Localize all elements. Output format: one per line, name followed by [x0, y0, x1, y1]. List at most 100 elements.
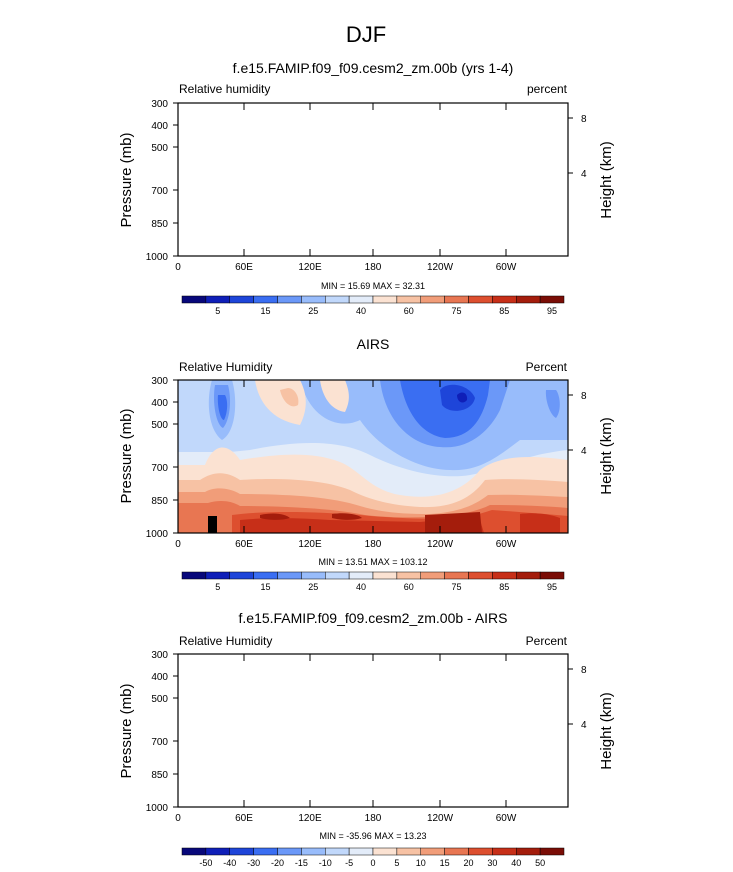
- plot-frame: [177, 102, 569, 257]
- colorbar-swatch: [492, 571, 517, 580]
- panel-3: f.e15.FAMIP.f09_f09.cesm2_zm.00b - AIRS …: [118, 610, 615, 868]
- x-tick-label: 120W: [427, 539, 454, 550]
- colorbar-swatch: [539, 571, 565, 580]
- colorbar-swatch: [181, 295, 207, 304]
- x-tick-label: 0: [175, 813, 181, 824]
- colorbar-swatch: [229, 571, 254, 580]
- colorbar-label: 95: [547, 306, 557, 316]
- colorbar-swatch: [372, 571, 398, 580]
- y-axis-label: Pressure (mb): [118, 408, 135, 503]
- left-label: Relative Humidity: [179, 634, 272, 648]
- right-label: Percent: [526, 634, 568, 648]
- y-tick-label: 400: [151, 672, 168, 683]
- colorbar-label: 40: [511, 858, 521, 868]
- colorbar-label: 5: [394, 858, 399, 868]
- y-tick-label: 700: [151, 737, 168, 748]
- colorbar-swatch: [348, 847, 374, 856]
- colorbar-label: 75: [452, 306, 462, 316]
- colorbar-label: 50: [535, 858, 545, 868]
- panel-1: f.e15.FAMIP.f09_f09.cesm2_zm.00b (yrs 1-…: [118, 60, 615, 316]
- x-tick-label: 120E: [298, 539, 322, 550]
- colorbar-swatch: [444, 295, 469, 304]
- x-tick-label: 180: [365, 813, 382, 824]
- x-tick-label: 60E: [235, 539, 253, 550]
- y-tick-label: 850: [151, 770, 168, 781]
- min-max-text: MIN = 15.69 MAX = 32.31: [321, 281, 425, 291]
- colorbar-swatch: [277, 847, 302, 856]
- y-tick-label: 850: [151, 496, 168, 507]
- colorbar-label: -50: [199, 858, 212, 868]
- figure-title: DJF: [346, 22, 386, 47]
- left-label: Relative humidity: [179, 82, 270, 96]
- colorbar-swatch: [325, 295, 350, 304]
- y2-axis-label: Height (km): [598, 141, 615, 219]
- colorbar-swatch: [468, 295, 493, 304]
- y-tick-label: 1000: [146, 803, 169, 814]
- colorbar-swatch: [325, 571, 350, 580]
- colorbar-swatch: [396, 571, 421, 580]
- colorbar-swatch: [444, 847, 469, 856]
- y-tick-label: 300: [151, 99, 168, 110]
- panel-title: f.e15.FAMIP.f09_f09.cesm2_zm.00b (yrs 1-…: [233, 60, 514, 76]
- colorbar-swatch: [253, 295, 278, 304]
- colorbar-label: 10: [416, 858, 426, 868]
- colorbar-label: 15: [261, 582, 271, 592]
- x-tick-label: 120W: [427, 813, 454, 824]
- colorbar-swatch: [205, 571, 230, 580]
- y-axis-label: Pressure (mb): [118, 132, 135, 227]
- x-tick-label: 120W: [427, 262, 454, 273]
- x-tick-label: 180: [365, 262, 382, 273]
- colorbar-swatch: [539, 295, 565, 304]
- colorbar-label: 40: [356, 582, 366, 592]
- y-tick-label: 850: [151, 219, 168, 230]
- colorbar-label: -10: [319, 858, 332, 868]
- colorbar-label: 60: [404, 582, 414, 592]
- colorbar-label: 25: [308, 306, 318, 316]
- y-tick-label: 1000: [146, 252, 169, 263]
- panel-title: AIRS: [357, 336, 390, 352]
- colorbar-label: 0: [370, 858, 375, 868]
- x-tick-label: 60W: [496, 813, 517, 824]
- panel-2: AIRS Relative Humidity Percent: [118, 336, 615, 592]
- colorbar-swatch: [492, 847, 517, 856]
- y-tick-label: 700: [151, 463, 168, 474]
- colorbar-swatch: [205, 847, 230, 856]
- colorbar-swatch: [277, 295, 302, 304]
- colorbar-swatch: [396, 295, 421, 304]
- colorbar-swatch: [468, 847, 493, 856]
- x-tick-label: 0: [175, 539, 181, 550]
- y-tick-label: 700: [151, 186, 168, 197]
- y2-axis-label: Height (km): [598, 417, 615, 495]
- y-tick-label: 300: [151, 650, 168, 661]
- min-max-text: MIN = 13.51 MAX = 103.12: [318, 557, 427, 567]
- colorbar-swatch: [253, 847, 278, 856]
- colorbar-swatch: [516, 295, 541, 304]
- y-axis-label: Pressure (mb): [118, 683, 135, 778]
- y2-tick-label: 4: [581, 169, 587, 180]
- colorbar-label: 5: [215, 306, 220, 316]
- y-tick-label: 300: [151, 376, 168, 387]
- right-label: Percent: [526, 360, 568, 374]
- colorbar-swatch: [229, 847, 254, 856]
- colorbar-swatch: [348, 295, 374, 304]
- colorbar-swatch: [468, 571, 493, 580]
- colorbar-label: 85: [499, 582, 509, 592]
- y-tick-label: 500: [151, 694, 168, 705]
- y-tick-label: 500: [151, 420, 168, 431]
- x-tick-label: 120E: [298, 262, 322, 273]
- x-tick-label: 60W: [496, 539, 517, 550]
- y2-axis-label: Height (km): [598, 692, 615, 770]
- colorbar-swatch: [229, 295, 254, 304]
- y-tick-label: 400: [151, 398, 168, 409]
- colorbar-swatch: [420, 571, 445, 580]
- colorbar-label: 30: [487, 858, 497, 868]
- colorbar-swatch: [277, 571, 302, 580]
- colorbar-label: 25: [308, 582, 318, 592]
- colorbar-label: 20: [463, 858, 473, 868]
- colorbar-label: -5: [345, 858, 353, 868]
- colorbar-swatch: [301, 295, 326, 304]
- x-tick-label: 120E: [298, 813, 322, 824]
- colorbar-swatch: [396, 847, 421, 856]
- right-label: percent: [527, 82, 568, 96]
